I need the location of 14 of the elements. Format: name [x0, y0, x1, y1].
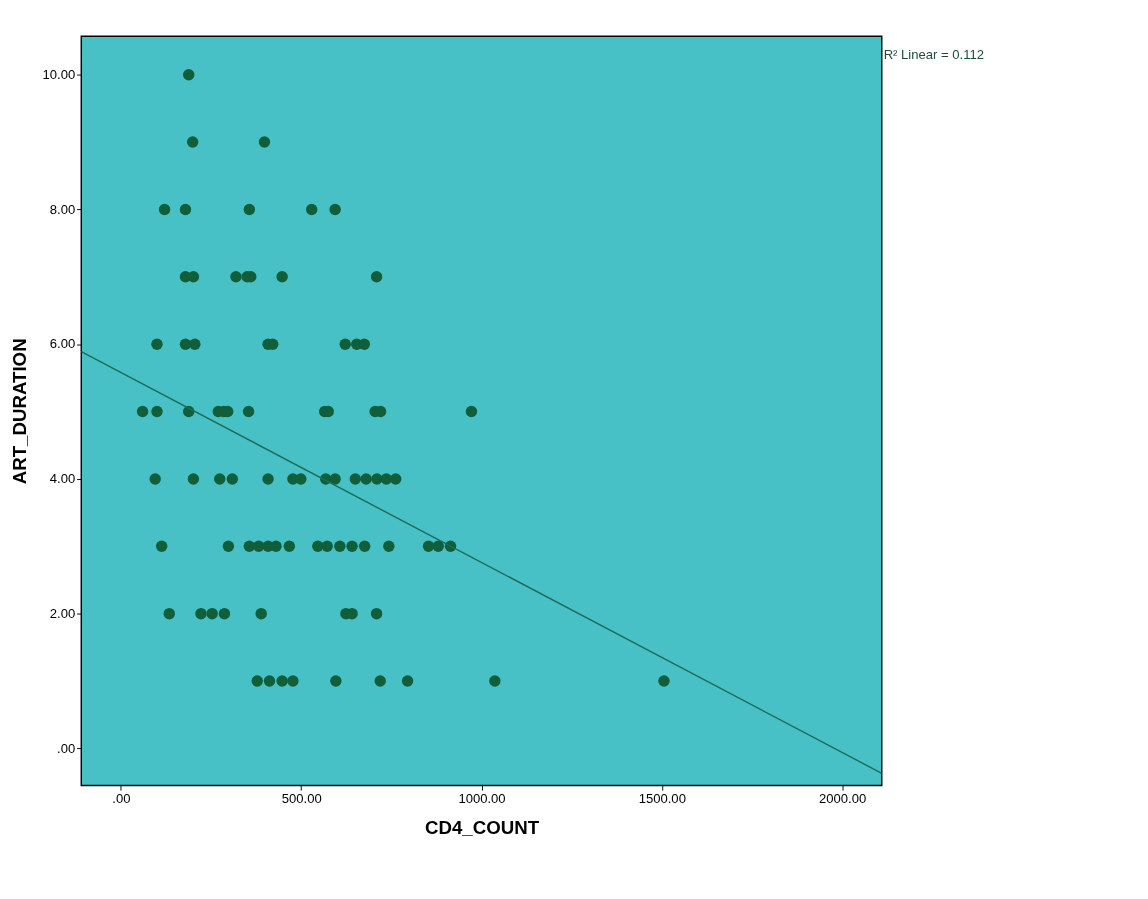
y-tick-label: 6.00: [49, 336, 76, 352]
y-tick-label: .00: [57, 740, 76, 756]
x-tick-label: 2000.00: [818, 790, 867, 806]
y-tick-label: 10.00: [42, 66, 76, 82]
x-tick-label: .00: [112, 790, 131, 806]
x-axis-title: CD4_COUNT: [424, 816, 540, 838]
y-axis-title: ART_DURATION: [8, 338, 30, 485]
text: R² Linear = 0.112: [883, 46, 984, 62]
y-tick-label: 8.00: [49, 201, 76, 217]
x-tick-label: 500.00: [281, 790, 322, 806]
y-tick-label: 4.00: [49, 471, 76, 487]
x-tick-label: 1000.00: [458, 790, 506, 806]
x-tick-label: 1500.00: [638, 790, 686, 806]
y-tick-label: 2.00: [49, 605, 76, 621]
